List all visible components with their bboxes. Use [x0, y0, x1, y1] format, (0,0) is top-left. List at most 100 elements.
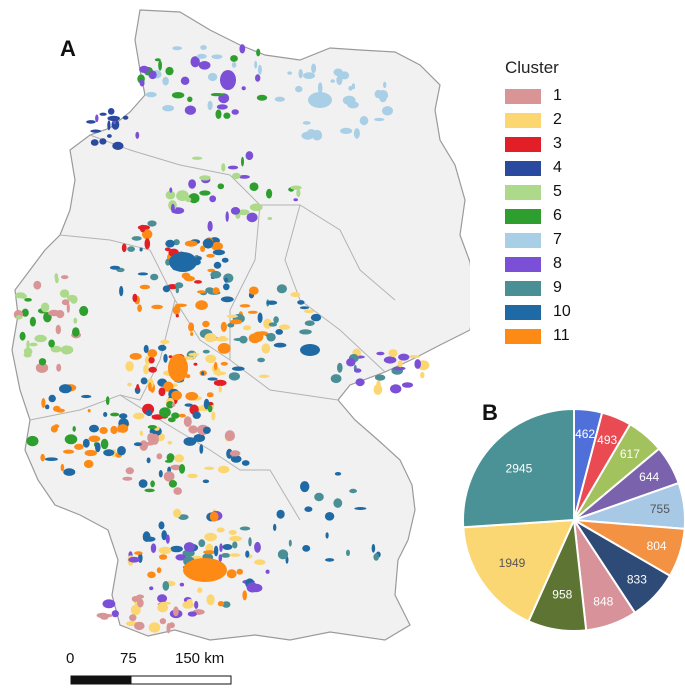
- cluster-patch: [249, 203, 263, 212]
- cluster-patch: [312, 129, 323, 141]
- cluster-patch: [146, 457, 151, 464]
- cluster-patch: [183, 558, 227, 582]
- cluster-patch: [48, 394, 56, 403]
- cluster-patch: [217, 183, 225, 190]
- pie-label-848: 848: [593, 595, 613, 609]
- cluster-patch: [26, 435, 39, 447]
- cluster-patch: [211, 241, 224, 251]
- cluster-patch: [203, 550, 216, 555]
- cluster-patch: [107, 120, 111, 131]
- cluster-patch: [192, 411, 201, 419]
- cluster-patch: [139, 79, 145, 87]
- cluster-patch: [277, 549, 289, 560]
- cluster-patch: [185, 374, 191, 379]
- cluster-patch: [15, 315, 23, 320]
- cluster-patch: [299, 329, 312, 335]
- cluster-patch: [373, 553, 380, 561]
- cluster-patch: [111, 610, 119, 618]
- cluster-patch: [59, 384, 72, 394]
- cluster-patch: [185, 391, 198, 401]
- cluster-patch: [34, 334, 47, 343]
- cluster-patch: [342, 95, 356, 106]
- cluster-patch: [239, 526, 251, 531]
- cluster-patch: [207, 268, 216, 273]
- cluster-patch: [135, 131, 140, 139]
- cluster-patch: [172, 46, 183, 51]
- cluster-patch: [302, 121, 311, 125]
- cluster-patch: [168, 354, 188, 382]
- cluster-patch: [201, 371, 205, 376]
- cluster-patch: [33, 280, 42, 290]
- legend-item-11: 11: [505, 324, 571, 348]
- cluster-patch: [165, 190, 176, 200]
- cluster-patch: [87, 409, 91, 413]
- cluster-patch: [227, 322, 235, 328]
- cluster-patch: [156, 453, 163, 460]
- cluster-patch: [388, 349, 398, 358]
- legend-title: Cluster: [505, 58, 559, 77]
- cluster-patch: [132, 293, 138, 303]
- cluster-patch: [207, 404, 213, 413]
- cluster-patch: [194, 600, 199, 609]
- cluster-patch: [175, 314, 179, 318]
- cluster-patch: [213, 371, 227, 376]
- cluster-patch: [147, 349, 158, 358]
- cluster-patch: [50, 345, 62, 353]
- cluster-patch: [330, 79, 336, 83]
- cluster-patch: [178, 514, 189, 520]
- pie-label-644: 644: [639, 470, 659, 484]
- pie-label-755: 755: [650, 502, 670, 516]
- cluster-patch: [382, 106, 393, 116]
- cluster-patch: [127, 246, 135, 252]
- legend-label-6: 6: [553, 207, 562, 224]
- cluster-patch: [207, 100, 213, 111]
- cluster-patch: [138, 479, 148, 488]
- cluster-patch: [150, 273, 159, 281]
- cluster-patch: [194, 280, 202, 284]
- legend-swatch-8: [505, 256, 541, 272]
- panel-b-label: B: [482, 400, 498, 425]
- cluster-patch: [221, 163, 226, 172]
- cluster-patch: [181, 272, 191, 279]
- cluster-patch: [187, 473, 198, 479]
- scale-label-0: 0: [66, 650, 75, 667]
- cluster-patch: [296, 188, 301, 198]
- cluster-patch: [213, 379, 227, 387]
- legend-swatch-4: [505, 160, 541, 176]
- cluster-patch: [239, 304, 251, 308]
- cluster-patch: [50, 425, 58, 433]
- legend-item-6: 6: [505, 204, 571, 228]
- cluster-patch: [21, 308, 29, 317]
- cluster-patch: [290, 185, 302, 190]
- cluster-patch: [229, 450, 241, 457]
- cluster-patch: [198, 61, 211, 70]
- legend-swatch-10: [505, 304, 541, 320]
- cluster-patch: [29, 316, 36, 327]
- cluster-patch: [227, 165, 239, 170]
- cluster-patch: [261, 343, 271, 354]
- cluster-patch: [224, 430, 235, 442]
- cluster-patch: [88, 435, 101, 443]
- cluster-patch: [212, 287, 220, 295]
- cluster-patch: [103, 449, 115, 457]
- cluster-patch: [206, 392, 214, 398]
- legend-item-4: 4: [505, 156, 571, 180]
- legend-swatch-5: [505, 184, 541, 200]
- cluster-patch: [145, 91, 157, 98]
- legend-item-9: 9: [505, 276, 571, 300]
- cluster-patch: [274, 96, 285, 102]
- cluster-patch: [187, 96, 193, 103]
- cluster-patch: [169, 252, 197, 272]
- cluster-patch: [63, 468, 76, 476]
- cluster-patch: [256, 94, 268, 101]
- cluster-patch: [232, 366, 245, 371]
- legend-label-3: 3: [553, 135, 562, 152]
- cluster-patch: [353, 128, 360, 139]
- cluster-patch: [142, 442, 155, 446]
- cluster-patch: [90, 129, 102, 133]
- legend-label-10: 10: [553, 303, 571, 320]
- cluster-patch: [193, 434, 206, 442]
- cluster-patch: [55, 324, 61, 335]
- cluster-patch: [207, 72, 218, 82]
- cluster-patch: [158, 344, 167, 351]
